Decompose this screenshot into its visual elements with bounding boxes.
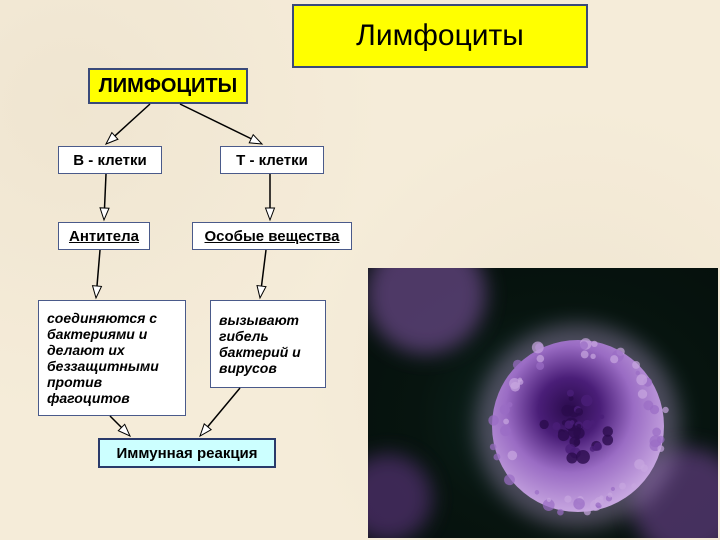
node-t-cells: Т - клетки	[220, 146, 324, 174]
node-antibodies-label: Антитела	[69, 228, 139, 245]
title-text: Лимфоциты	[356, 19, 524, 53]
node-root-label: ЛИМФОЦИТЫ	[99, 75, 237, 98]
cell-micrograph-svg	[368, 268, 718, 538]
node-t-cells-label: Т - клетки	[236, 152, 308, 169]
node-root: ЛИМФОЦИТЫ	[88, 68, 248, 104]
node-antibodies: Антитела	[58, 222, 150, 250]
node-substances: Особые вещества	[192, 222, 352, 250]
node-b-cells-label: В - клетки	[73, 152, 146, 169]
title-banner: Лимфоциты	[292, 4, 588, 68]
node-t-desc-label: вызывают гибель бактерий и вирусов	[219, 312, 317, 376]
node-t-desc: вызывают гибель бактерий и вирусов	[210, 300, 326, 388]
cell-micrograph	[368, 268, 718, 538]
node-substances-label: Особые вещества	[205, 228, 340, 245]
node-b-desc: соединяются с бактериями и делают их без…	[38, 300, 186, 416]
node-b-desc-label: соединяются с бактериями и делают их без…	[47, 310, 177, 406]
node-b-cells: В - клетки	[58, 146, 162, 174]
node-immune-label: Иммунная реакция	[116, 445, 257, 462]
node-immune: Иммунная реакция	[98, 438, 276, 468]
